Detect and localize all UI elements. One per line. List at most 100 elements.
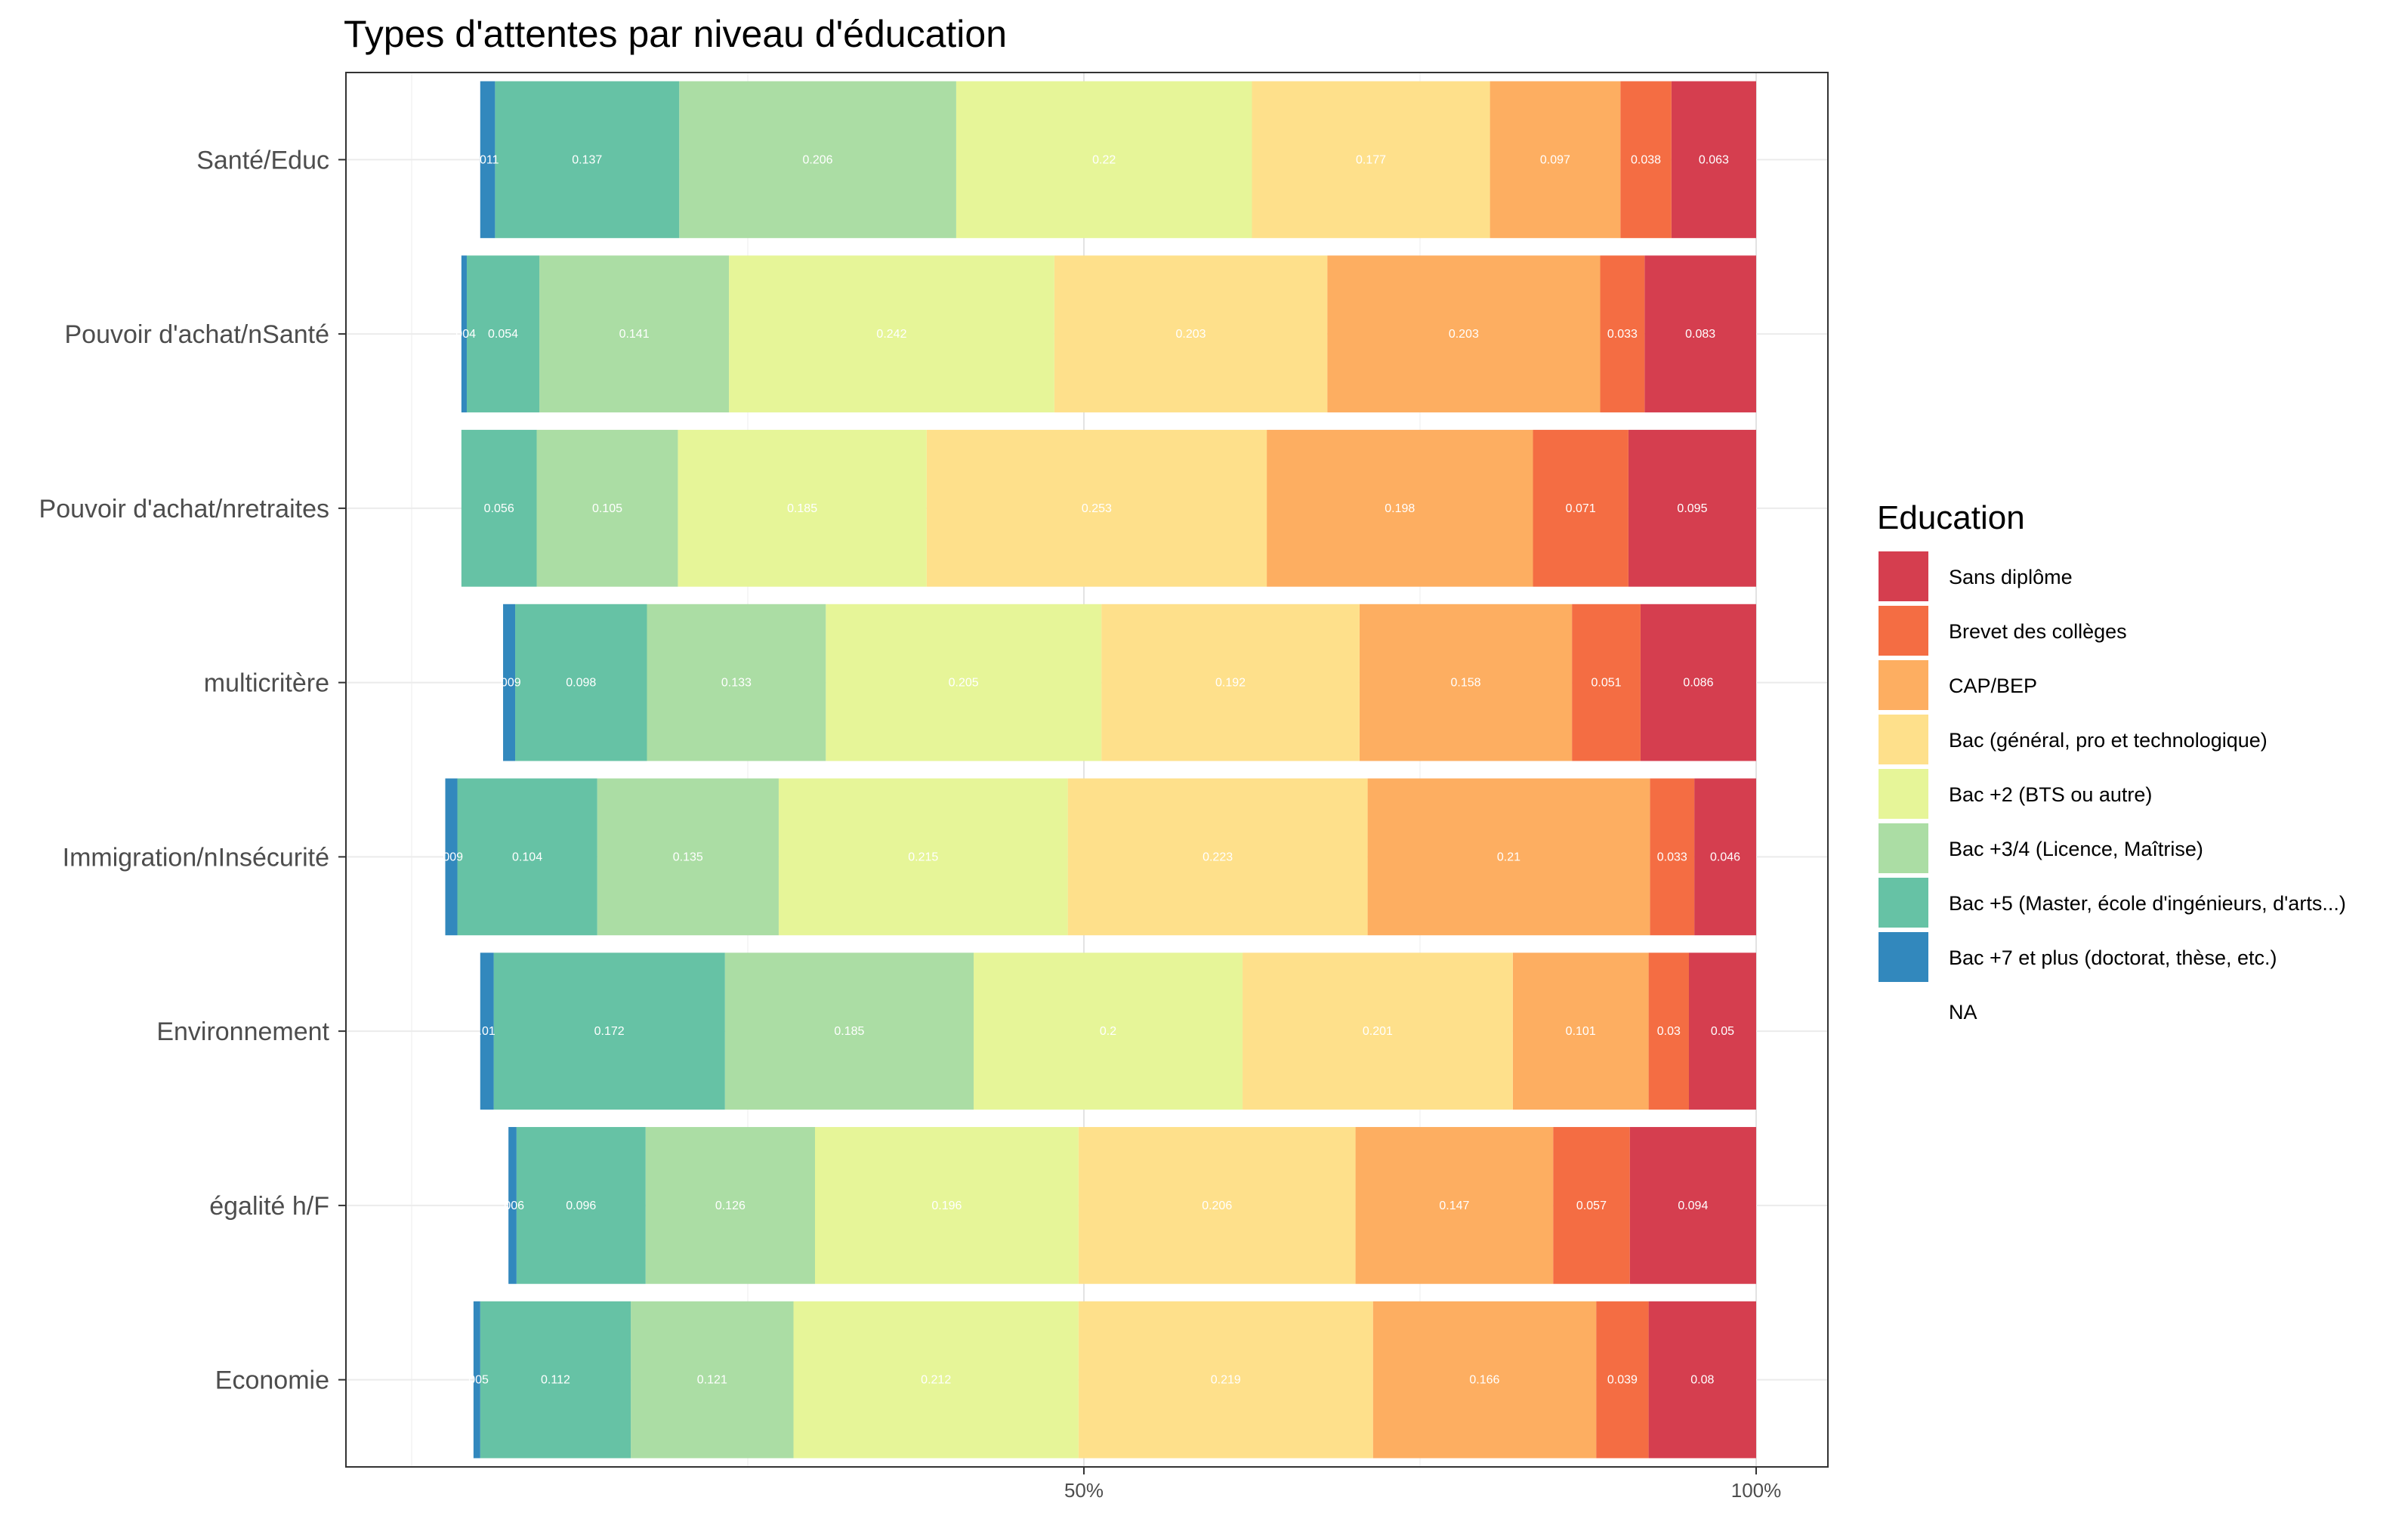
bar-segment [466, 255, 540, 412]
y-tick-label: Pouvoir d'achat/nSanté [64, 320, 329, 349]
data-label: 0.121 [697, 1374, 727, 1387]
bar-segment [1648, 1301, 1756, 1459]
bar-segment [480, 1301, 631, 1459]
bar-segment [536, 430, 678, 587]
data-label: 0.185 [787, 502, 817, 515]
bar-segment [1600, 255, 1645, 412]
bar-segment [480, 81, 495, 239]
bar-segment [1243, 953, 1513, 1110]
data-label: 0.104 [512, 851, 542, 863]
bar-segment [826, 604, 1102, 761]
bar-segment [1694, 778, 1756, 936]
data-label: 0.046 [1710, 851, 1740, 863]
bar-segment [778, 778, 1068, 936]
legend-label: Sans diplôme [1949, 566, 2073, 588]
legend-key [1879, 932, 1928, 982]
legend-key [1879, 769, 1928, 819]
data-label: 0.223 [1202, 851, 1233, 863]
bar-segment [793, 1301, 1079, 1459]
data-label: 0.198 [1385, 502, 1415, 515]
data-label: 0.215 [908, 851, 938, 863]
bar-segment [508, 1127, 517, 1284]
bar-segment [647, 604, 826, 761]
bars: 0.063 0.038 0.097 0.177 0.22 0.206 0.137 .011 0.… [440, 81, 1756, 1459]
bar-segment [1367, 778, 1650, 936]
data-label: .004 [452, 328, 476, 341]
data-label: 0.033 [1657, 851, 1687, 863]
legend: Education Sans diplôme Brevet des collège… [1877, 499, 2346, 1036]
data-label: 0.101 [1566, 1025, 1596, 1038]
data-label: 0.094 [1678, 1200, 1708, 1212]
legend-key [1879, 878, 1928, 928]
legend-key [1879, 715, 1928, 764]
bar-segment [457, 778, 597, 936]
data-label: 0.206 [1202, 1200, 1232, 1212]
data-label: .009 [497, 677, 520, 690]
data-label: 0.054 [488, 328, 518, 341]
y-tick-label: Pouvoir d'achat/nretraites [39, 495, 329, 523]
bar-segment [1628, 430, 1756, 587]
y-axis: Santé/Educ Pouvoir d'achat/nSanté Pouvoir … [39, 146, 346, 1395]
x-tick-label: 50% [1064, 1479, 1104, 1502]
data-label: 0.205 [949, 677, 979, 690]
bar-segment [539, 255, 730, 412]
data-label: 0.03 [1657, 1025, 1681, 1038]
legend-label: Bac +3/4 (Licence, Maîtrise) [1949, 838, 2203, 860]
bar-segment [1252, 81, 1490, 239]
data-label: 0.21 [1497, 851, 1520, 863]
bar-segment [473, 1301, 480, 1459]
y-tick-label: Immigration/nInsécurité [63, 843, 329, 872]
data-label: 0.08 [1690, 1374, 1714, 1387]
bar-segment [1267, 430, 1533, 587]
bar-segment [445, 778, 458, 936]
data-label: 0.172 [594, 1025, 625, 1038]
legend-key [1879, 986, 1928, 1036]
bar-segment [480, 953, 494, 1110]
data-label: 0.097 [1540, 153, 1570, 166]
legend-key [1879, 551, 1928, 601]
legend-label: CAP/BEP [1949, 675, 2037, 697]
bar-segment [1553, 1127, 1630, 1284]
data-label: .01 [479, 1025, 495, 1038]
data-label: 0.2 [1100, 1025, 1116, 1038]
data-label: 0.063 [1699, 153, 1729, 166]
y-tick-label: Santé/Educ [196, 146, 329, 174]
data-label: 0.133 [721, 677, 752, 690]
data-label: 0.253 [1082, 502, 1112, 515]
bar-segment [1572, 604, 1641, 761]
y-tick-label: Economie [215, 1366, 329, 1395]
bar-segment [1327, 255, 1601, 412]
data-label: 0.071 [1566, 502, 1596, 515]
bar-segment [1490, 81, 1621, 239]
data-label: 0.192 [1215, 677, 1246, 690]
x-tick-label: 100% [1731, 1479, 1782, 1502]
data-label: .011 [477, 153, 499, 166]
y-tick-label: Environnement [156, 1017, 329, 1046]
data-label: 0.098 [566, 677, 596, 690]
bar-segment [955, 81, 1252, 239]
data-label: 0.033 [1607, 328, 1638, 341]
bar-segment [1689, 953, 1756, 1110]
legend-label: Bac (général, pro et technologique) [1949, 729, 2268, 752]
data-label: 0.083 [1685, 328, 1715, 341]
bar-segment [1101, 604, 1360, 761]
legend-label: Bac +5 (Master, école d'ingénieurs, d'ar… [1949, 892, 2346, 915]
legend-label: Bac +2 (BTS ou autre) [1949, 783, 2152, 806]
data-label: 0.135 [673, 851, 703, 863]
bar-segment [1648, 953, 1689, 1110]
bar-segment [729, 255, 1054, 412]
bar-segment [815, 1127, 1079, 1284]
bar-segment [1629, 1127, 1756, 1284]
data-label: 0.105 [592, 502, 622, 515]
data-label: .005 [465, 1374, 489, 1387]
bar-segment [645, 1127, 815, 1284]
data-label: .009 [440, 851, 463, 863]
x-axis: 50% 100% [1064, 1467, 1781, 1502]
bar-segment [1644, 255, 1756, 412]
data-label: 0.095 [1677, 502, 1707, 515]
bar-segment [1054, 255, 1328, 412]
bar-segment [1671, 81, 1756, 239]
legend-key [1879, 823, 1928, 873]
bar-segment [631, 1301, 794, 1459]
